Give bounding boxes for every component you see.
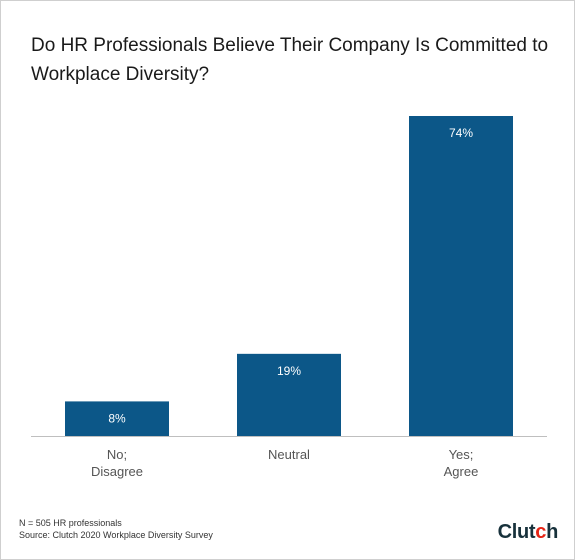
bar — [65, 401, 169, 436]
category-label: Disagree — [91, 464, 143, 479]
category-label: Neutral — [268, 447, 310, 462]
bar-value-label: 8% — [108, 411, 126, 425]
sample-size-note: N = 505 HR professionals — [19, 518, 122, 528]
bar — [409, 116, 513, 436]
bar-value-label: 19% — [277, 364, 301, 378]
logo-text-accent: c — [535, 521, 547, 543]
category-label: Agree — [444, 464, 479, 479]
logo-text-main: Clut — [497, 521, 536, 543]
bar-value-label: 74% — [449, 126, 473, 140]
category-label: Yes; — [449, 447, 474, 462]
category-label: No; — [107, 447, 127, 462]
bar — [237, 353, 341, 436]
source-note: Source: Clutch 2020 Workplace Diversity … — [19, 530, 213, 540]
footnote: N = 505 HR professionals Source: Clutch … — [19, 517, 213, 541]
logo-text-end: h — [546, 521, 558, 543]
clutch-logo: Clutch — [497, 521, 559, 544]
chart-title: Do HR Professionals Believe Their Compan… — [31, 35, 549, 85]
